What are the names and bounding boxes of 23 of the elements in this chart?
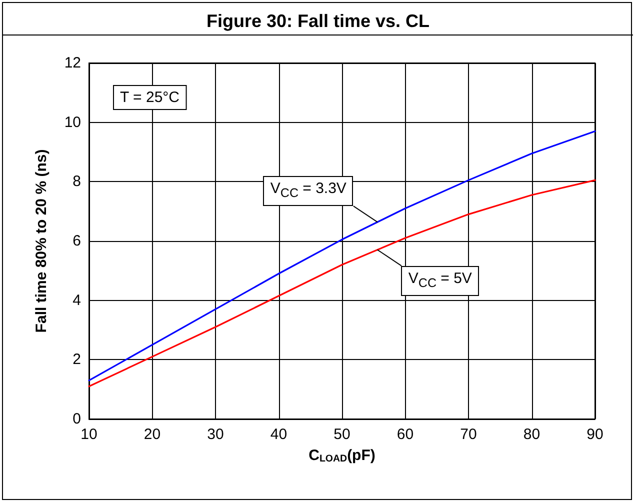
line-series [88, 130, 596, 382]
y-tick-label: 8 [72, 173, 81, 190]
x-tick-label: 20 [144, 426, 161, 443]
y-tick-label: 12 [64, 54, 81, 72]
y-tick-label: 10 [64, 114, 81, 131]
x-tick-label: 60 [396, 426, 414, 443]
y-tick-label: 6 [72, 232, 81, 250]
y-tick-label: 4 [72, 292, 81, 309]
line-series [88, 179, 596, 388]
x-tick-label: 80 [523, 426, 540, 443]
x-tick-label: 40 [270, 426, 288, 443]
x-tick-label: 90 [586, 426, 604, 443]
x-tick-label: 50 [334, 426, 350, 443]
x-axis-title: CLOAD(pF) [308, 446, 376, 464]
x-tick-label: 70 [460, 426, 477, 443]
y-axis-title: Fall time 80% to 20 % (ns) [33, 149, 50, 333]
y-tick-label: 2 [72, 351, 81, 368]
chart-title: Figure 30: Fall time vs. CL [206, 11, 430, 31]
annotation: T = 25°C [120, 89, 180, 106]
text: V$_{CC}$ = 5V [401, 266, 479, 296]
x-tick-label: 30 [207, 426, 224, 443]
y-tick-label: 0 [72, 410, 81, 428]
text: V$_{CC}$ = 3.3V [263, 176, 354, 206]
